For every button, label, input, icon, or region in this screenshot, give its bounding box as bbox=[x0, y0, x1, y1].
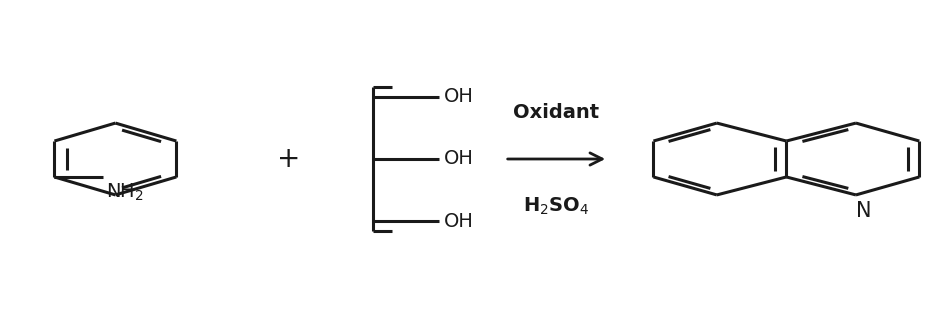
Text: H$_2$SO$_4$: H$_2$SO$_4$ bbox=[523, 195, 590, 217]
Text: OH: OH bbox=[444, 149, 474, 169]
Text: +: + bbox=[278, 145, 301, 173]
Text: OH: OH bbox=[444, 212, 474, 231]
Text: OH: OH bbox=[444, 87, 474, 106]
Text: N: N bbox=[855, 201, 871, 221]
Text: NH$_2$: NH$_2$ bbox=[106, 182, 144, 203]
Text: Oxidant: Oxidant bbox=[514, 103, 599, 121]
